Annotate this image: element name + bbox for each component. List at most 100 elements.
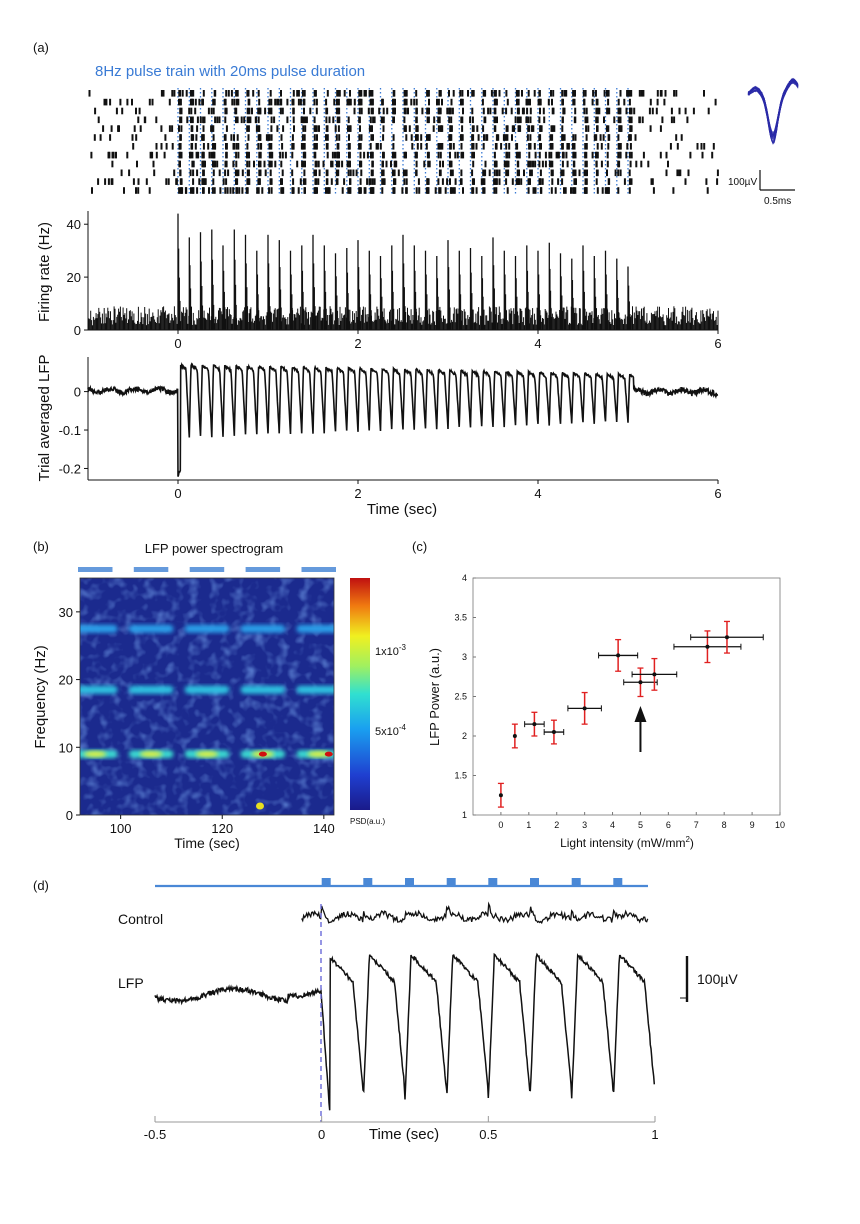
raster-spike [508, 151, 511, 159]
raster-spike [518, 178, 521, 185]
raster-spike [405, 134, 408, 141]
raster-spike [484, 116, 487, 124]
raster-spike [449, 143, 452, 150]
raster-spike [461, 98, 464, 106]
raster-spike [529, 98, 531, 106]
lfp-a-xtick-label: 4 [534, 486, 541, 501]
scatter-point [551, 730, 556, 735]
raster-spike [595, 116, 598, 124]
raster-spike [162, 90, 165, 97]
scatter-point [724, 635, 729, 640]
raster-spike [213, 187, 216, 194]
raster-spike [381, 98, 384, 106]
raster-spike [326, 169, 329, 177]
raster-spike [168, 98, 171, 106]
raster-spike [303, 98, 306, 106]
raster-spike [304, 116, 307, 124]
raster-spike [336, 90, 339, 97]
raster-spike [596, 169, 599, 177]
raster-spike [566, 160, 569, 168]
stim-pulse [363, 878, 373, 886]
raster-spike [180, 125, 183, 132]
raster-spike [286, 98, 289, 106]
psth-ytick-label: 40 [67, 217, 81, 232]
raster-spike [316, 134, 318, 141]
spectrogram-stim-markers [78, 567, 336, 572]
raster-spike [394, 98, 396, 106]
raster-spike [192, 178, 195, 185]
raster-spike [488, 169, 491, 177]
raster-spike [625, 151, 628, 159]
raster-spike [562, 98, 564, 106]
raster-spike [373, 116, 376, 124]
raster-spike [370, 90, 373, 97]
raster-spike [202, 90, 205, 97]
raster-spike [246, 107, 249, 115]
raster-spike [326, 178, 329, 185]
raster-spike [528, 143, 531, 150]
raster-spike [517, 98, 520, 106]
raster-spike [260, 143, 263, 150]
raster-spike [216, 160, 219, 168]
raster-spike [280, 90, 282, 97]
raster-spike [282, 125, 285, 132]
raster-spike [415, 160, 418, 168]
raster-spike [191, 90, 194, 97]
raster-spike [173, 90, 176, 97]
raster-spike [360, 134, 363, 141]
raster-spike [617, 98, 620, 106]
raster-spike [405, 178, 408, 185]
raster-spike [148, 98, 151, 106]
raster-spike [629, 125, 632, 132]
raster-spike [233, 98, 236, 106]
raster-spike [518, 151, 521, 159]
raster-spike [498, 90, 501, 97]
raster-spike [300, 116, 303, 124]
raster-spike [144, 116, 147, 124]
raster-spike [574, 169, 577, 177]
raster-spike [297, 90, 300, 97]
raster-spike [528, 125, 531, 132]
raster-spike [274, 160, 277, 168]
raster-spike [291, 169, 294, 177]
raster-spike [437, 98, 440, 106]
raster-spike [625, 107, 628, 115]
raster-spike [539, 178, 542, 185]
raster-spike [268, 187, 271, 194]
raster-spike [595, 160, 598, 168]
raster-spike [235, 98, 238, 106]
stim-pulse [321, 878, 331, 886]
raster-spike [549, 134, 552, 141]
raster-spike [551, 169, 554, 177]
raster-spike [573, 178, 576, 185]
raster-spike [415, 107, 418, 115]
panel-label-b: (b) [33, 539, 49, 554]
raster-spike [496, 116, 498, 124]
raster-spike [472, 160, 475, 168]
raster-spike [304, 160, 306, 168]
raster-spike [482, 143, 485, 150]
raster-spike [506, 134, 509, 141]
spectrogram-hotspot [324, 751, 333, 757]
raster-spike [281, 107, 284, 115]
raster-spike [269, 169, 272, 177]
raster-spike [532, 125, 535, 132]
raster-spike [557, 178, 560, 185]
lfp-a-ytick-label: 0 [74, 385, 81, 400]
raster-spike [258, 98, 261, 106]
raster-spike [601, 187, 604, 194]
raster-spike [392, 134, 395, 141]
raster-spike [539, 107, 541, 115]
raster-spike [360, 107, 363, 115]
raster-spike [313, 98, 316, 106]
spectrogram-lowfreq-spot [256, 802, 264, 810]
scatter-xtick-label: 9 [750, 820, 755, 830]
raster-spike [586, 116, 589, 124]
raster-spike [257, 116, 260, 124]
raster-spike [270, 134, 273, 141]
raster-spike [675, 134, 678, 141]
raster-spike [111, 151, 114, 159]
raster-spike [189, 90, 192, 97]
waveform-scale-x-label: 0.5ms [764, 196, 791, 207]
raster-spike [171, 90, 174, 97]
